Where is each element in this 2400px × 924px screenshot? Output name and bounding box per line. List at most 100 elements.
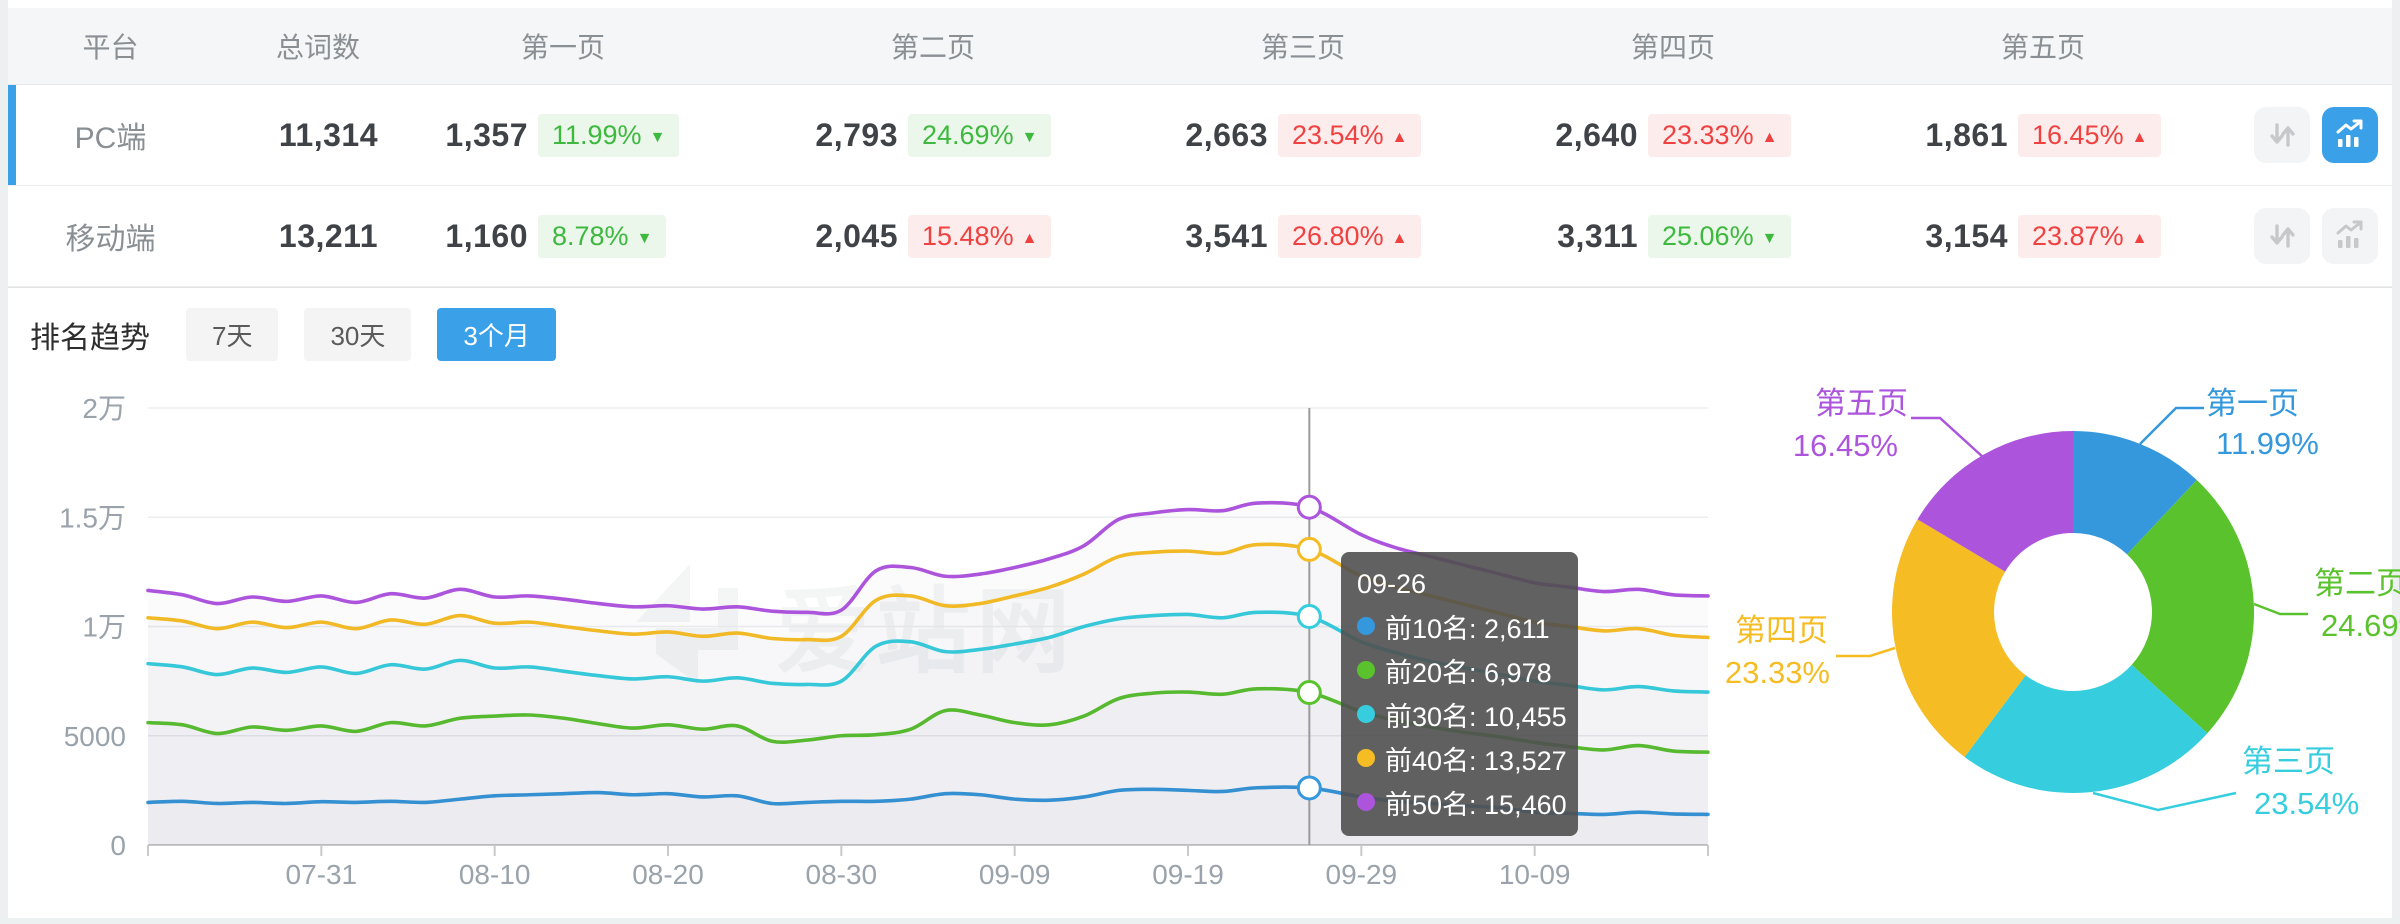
y-tick-label: 1万	[82, 612, 126, 643]
page1-change-cell: 11.99% ▼	[528, 113, 748, 157]
tooltip-item-text: 前50名: 15,460	[1385, 789, 1567, 820]
chart-tooltip: 09-26 前10名: 2,611 前20名: 6,978 前30名: 10,455…	[1341, 552, 1578, 836]
dashboard-card: 平台 总词数 第一页 第二页 第三页 第四页 第五页 PC端 11,314 1,357 11.99…	[8, 0, 2400, 918]
trend-down-triangle-icon: ▼	[1021, 128, 1038, 146]
page2-percent-badge: 15.48% ▲	[908, 214, 1052, 258]
page5-change-cell: 16.45% ▲	[2008, 113, 2228, 157]
donut-slice-2[interactable]	[2127, 479, 2255, 734]
donut-label-name-4: 第四页	[1735, 613, 1828, 648]
x-tick-label: 07-31	[286, 859, 358, 890]
table-row-mobile[interactable]: 移动端 13,211 1,160 8.78% ▼ 2,045 15.48% ▲ 3,541 26.…	[8, 186, 2392, 287]
tab-range-0[interactable]: 7天	[186, 308, 279, 361]
trend-down-triangle-icon: ▼	[636, 229, 653, 247]
series-dot-icon	[1357, 617, 1375, 635]
donut-label-line-5	[1911, 416, 1985, 459]
col-header-page-4: 第四页	[1630, 32, 1715, 63]
page4-change-cell: 25.06% ▼	[1638, 214, 1858, 258]
page2-count: 2,793	[815, 116, 898, 153]
donut-slice-3[interactable]	[1964, 664, 2208, 794]
crosshair-marker-前40名	[1296, 536, 1322, 562]
page5-count: 1,861	[1925, 116, 2008, 153]
page4-percent-badge: 25.06% ▼	[1648, 214, 1792, 258]
trend-up-triangle-icon: ▲	[1761, 128, 1778, 146]
sort-arrows-icon	[2270, 123, 2295, 147]
tooltip-item-0: 前10名: 2,611	[1357, 604, 1562, 648]
page1-change-cell: 8.78% ▼	[528, 214, 748, 258]
trend-up-triangle-icon: ▲	[2131, 229, 2148, 247]
tab-range-2[interactable]: 3个月	[437, 308, 556, 361]
donut-label-name-5: 第五页	[1815, 386, 1908, 421]
page2-change-cell: 24.69% ▼	[898, 113, 1118, 157]
page5-percent-badge: 16.45% ▲	[2018, 113, 2162, 157]
page5-count: 3,154	[1925, 217, 2008, 254]
tab-range-1[interactable]: 30天	[304, 308, 412, 361]
page1-count: 1,160	[445, 217, 528, 254]
total-words-value: 13,211	[278, 217, 378, 254]
tooltip-item-text: 前20名: 6,978	[1385, 657, 1552, 688]
platform-label: PC端	[74, 122, 147, 155]
trend-up-triangle-icon: ▲	[2131, 128, 2148, 146]
page3-percent-badge: 26.80% ▲	[1278, 214, 1422, 258]
tooltip-item-2: 前30名: 10,455	[1357, 692, 1567, 736]
y-tick-label: 0	[110, 830, 126, 861]
col-header-page-1: 第一页	[520, 32, 605, 63]
platform-label: 移动端	[65, 223, 156, 256]
donut-slice-1[interactable]	[2073, 431, 2197, 555]
tooltip-item-text: 前10名: 2,611	[1385, 613, 1550, 644]
keyword-rank-table: PC端 11,314 1,357 11.99% ▼ 2,793 24.69% ▼ 2,663 23…	[8, 85, 2392, 287]
trend-up-triangle-icon: ▲	[1391, 229, 1408, 247]
page3-count: 2,663	[1185, 116, 1268, 153]
trend-range-tabs: 7天 30天 3个月	[186, 308, 556, 361]
trend-chart-icon-button[interactable]	[2322, 107, 2378, 163]
trend-down-triangle-icon: ▼	[649, 128, 666, 146]
donut-label-pct-2: 24.69%	[2321, 608, 2400, 643]
trend-header: 排名趋势 7天 30天 3个月	[30, 308, 556, 361]
page2-change-cell: 15.48% ▲	[898, 214, 1118, 258]
donut-label-name-1: 第一页	[2206, 386, 2299, 421]
series-dot-icon	[1357, 793, 1375, 811]
col-header-page-5: 第五页	[2000, 32, 2085, 63]
row-action-buttons	[2228, 107, 2392, 163]
page-distribution-donut[interactable]: 第一页 11.99% 第二页 24.69% 第三页 23.54% 第四页 23.33% 第五页 1…	[1648, 240, 2400, 840]
page3-change-cell: 23.54% ▲	[1268, 113, 1488, 157]
series-dot-icon	[1357, 705, 1375, 723]
crosshair-marker-前30名	[1296, 604, 1322, 630]
x-tick-label: 09-09	[979, 859, 1051, 890]
x-tick-label: 10-09	[1499, 859, 1571, 890]
page2-count: 2,045	[815, 217, 898, 254]
y-tick-label: 1.5万	[59, 502, 126, 533]
donut-slice-4[interactable]	[1892, 519, 2026, 757]
donut-label-pct-5: 16.45%	[1793, 428, 1898, 463]
page1-percent-badge: 8.78% ▼	[538, 214, 667, 258]
sort-icon-button[interactable]	[2254, 208, 2310, 264]
tooltip-item-text: 前30名: 10,455	[1385, 701, 1567, 732]
x-tick-label: 08-30	[806, 859, 878, 890]
page3-percent-badge: 23.54% ▲	[1278, 113, 1422, 157]
col-header-total-words: 总词数	[275, 32, 360, 63]
donut-label-pct-3: 23.54%	[2254, 786, 2359, 821]
col-header-page-2: 第二页	[890, 32, 975, 63]
donut-label-name-2: 第二页	[2314, 566, 2400, 601]
trend-title: 排名趋势	[30, 321, 150, 355]
page4-change-cell: 23.33% ▲	[1638, 113, 1858, 157]
donut-slice-5[interactable]	[1917, 431, 2074, 572]
donut-label-line-4	[1836, 646, 1896, 658]
tooltip-item-text: 前40名: 13,527	[1385, 745, 1567, 776]
page5-change-cell: 23.87% ▲	[2008, 214, 2228, 258]
x-tick-label: 08-10	[459, 859, 531, 890]
page3-change-cell: 26.80% ▲	[1268, 214, 1488, 258]
page1-percent-badge: 11.99% ▼	[538, 113, 680, 157]
donut-label-pct-1: 11.99%	[2216, 426, 2319, 461]
tooltip-item-4: 前50名: 15,460	[1357, 780, 1567, 824]
sort-icon-button[interactable]	[2254, 107, 2310, 163]
x-tick-label: 09-19	[1152, 859, 1224, 890]
trend-up-triangle-icon: ▲	[1021, 229, 1038, 247]
trend-chart-icon-button[interactable]	[2322, 208, 2378, 264]
table-row-pc[interactable]: PC端 11,314 1,357 11.99% ▼ 2,793 24.69% ▼ 2,663 23…	[8, 85, 2392, 186]
col-header-page-3: 第三页	[1260, 32, 1345, 63]
page3-count: 3,541	[1185, 217, 1268, 254]
x-tick-label: 09-29	[1326, 859, 1398, 890]
series-dot-icon	[1357, 661, 1375, 679]
donut-label-line-3	[2092, 791, 2237, 812]
crosshair-marker-前20名	[1296, 680, 1322, 706]
